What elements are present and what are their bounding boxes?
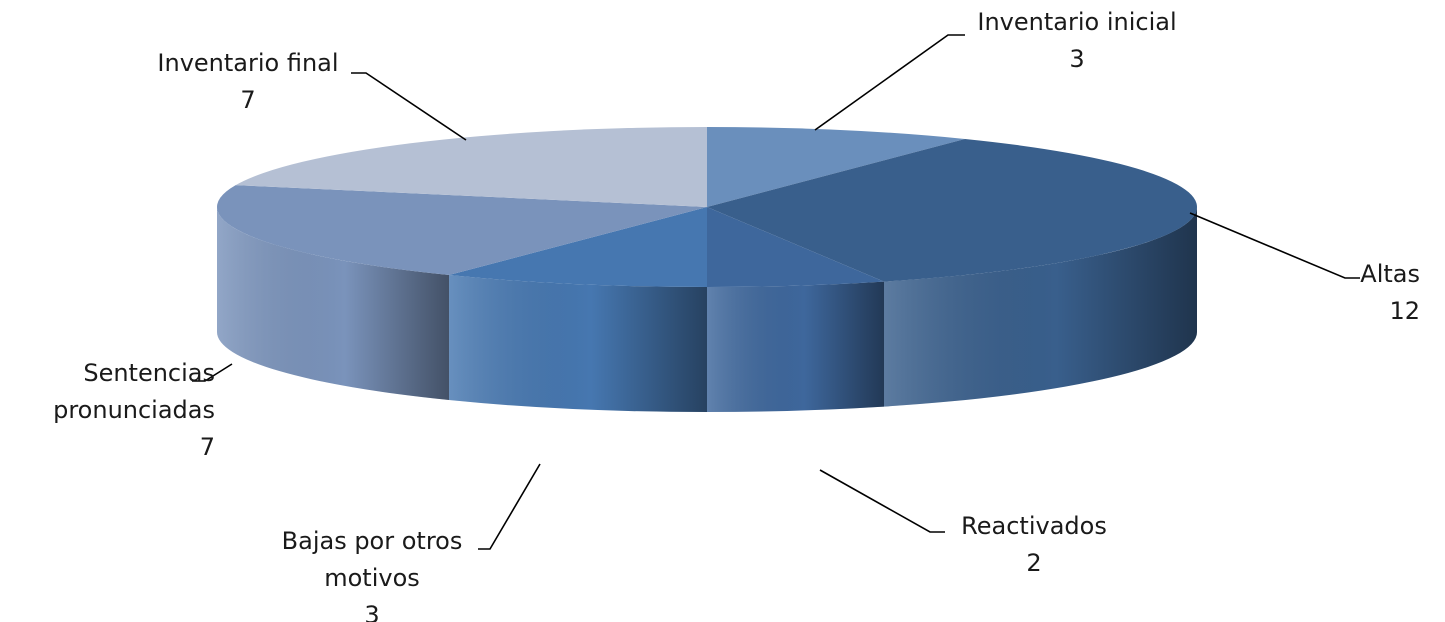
slice-category-sentencias-pronunciadas: pronunciadas bbox=[53, 396, 215, 424]
leader-line-reactivados bbox=[819, 469, 945, 533]
slice-top-sentencias-pronunciadas bbox=[216, 185, 708, 276]
pie-sides bbox=[217, 207, 1197, 412]
slice-value-sentencias-pronunciadas: 7 bbox=[200, 433, 215, 461]
slice-top-inventario-final bbox=[235, 127, 707, 207]
slice-side-shade-sentencias-pronunciadas bbox=[217, 207, 450, 401]
slice-label-bajas-por-otros-motivos: Bajas por otros motivos 3 bbox=[282, 527, 463, 622]
slice-value-bajas-por-otros-motivos: 3 bbox=[364, 601, 379, 622]
slice-top-bajas-por-otros-motivos bbox=[449, 207, 707, 287]
slice-label-inventario-inicial: Inventario inicial 3 bbox=[977, 8, 1176, 73]
slice-category-bajas-por-otros-motivos: motivos bbox=[324, 564, 420, 592]
slice-label-altas: Altas 12 bbox=[1360, 260, 1420, 325]
leader-line-inventario-final bbox=[351, 72, 467, 141]
slice-category-inventario-final: Inventario final bbox=[157, 49, 338, 77]
leader-line-altas bbox=[1189, 212, 1360, 279]
slice-category-altas: Altas bbox=[1360, 260, 1420, 288]
slice-category-inventario-inicial: Inventario inicial bbox=[977, 8, 1176, 36]
leader-lines bbox=[192, 34, 1360, 550]
leader-line-bajas-por-otros-motivos bbox=[478, 463, 541, 550]
slice-side-shade-reactivados bbox=[707, 281, 885, 412]
slice-top-reactivados bbox=[707, 207, 885, 287]
slice-value-reactivados: 2 bbox=[1026, 549, 1041, 577]
slice-side-shade-bajas-por-otros-motivos bbox=[449, 275, 707, 412]
slice-category-reactivados: Reactivados bbox=[961, 512, 1107, 540]
slice-value-altas: 12 bbox=[1389, 297, 1420, 325]
leader-line-inventario-inicial bbox=[814, 34, 965, 131]
slice-category-sentencias-pronunciadas: Sentencias bbox=[83, 359, 215, 387]
slice-label-reactivados: Reactivados 2 bbox=[961, 512, 1107, 577]
leader-line-sentencias-pronunciadas bbox=[192, 363, 233, 382]
slice-value-inventario-inicial: 3 bbox=[1069, 45, 1084, 73]
slice-top-inventario-inicial bbox=[707, 127, 965, 207]
slice-labels: Inventario inicial 3 Altas 12 Reactivados 2 Ba… bbox=[53, 8, 1420, 622]
slice-value-inventario-final: 7 bbox=[240, 86, 255, 114]
pie-tops bbox=[216, 127, 1197, 287]
slice-label-sentencias-pronunciadas: Sentencias pronunciadas 7 bbox=[53, 359, 215, 461]
slice-label-inventario-final: Inventario final 7 bbox=[157, 49, 338, 114]
slice-category-bajas-por-otros-motivos: Bajas por otros bbox=[282, 527, 463, 555]
slice-top-altas bbox=[707, 138, 1197, 282]
slice-side-shade-altas bbox=[884, 207, 1197, 407]
